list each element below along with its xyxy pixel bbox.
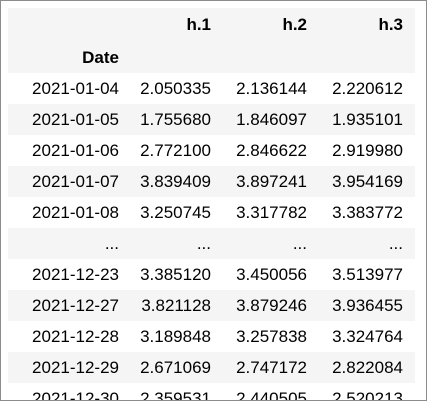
cell-h3: 3.954169: [332, 171, 403, 191]
cell-h3: 3.383772: [332, 202, 403, 222]
cell-h3: 1.935101: [332, 109, 403, 129]
row-index-ellipsis: ...: [104, 233, 119, 253]
cell-h1: 1.755680: [140, 109, 211, 129]
cell-h1: 2.050335: [140, 78, 211, 98]
row-index-date: 2021-01-07: [32, 171, 119, 191]
row-index-date: 2021-12-27: [32, 295, 119, 315]
cell-h2: 2.440505: [236, 388, 307, 401]
cell-h2: 3.897241: [236, 171, 307, 191]
ellipsis-row: ... ... ... ...: [8, 228, 415, 259]
cell-h3: 2.822084: [332, 357, 403, 377]
cell-h1: 2.359531: [140, 388, 211, 401]
row-index-date: 2021-01-08: [32, 202, 119, 222]
row-index-date: 2021-01-06: [32, 140, 119, 160]
table-row: 2021-12-30 2.359531 2.440505 2.520213: [8, 383, 415, 401]
cell-h3: 2.919980: [332, 140, 403, 160]
column-header-row: h.1 h.2 h.3: [8, 8, 415, 42]
cell-h3: 3.513977: [332, 264, 403, 284]
index-name-spacer: [127, 42, 223, 73]
cell-h2: 2.747172: [236, 357, 307, 377]
table-header: h.1 h.2 h.3 Date: [8, 8, 415, 73]
index-name-spacer: [223, 42, 319, 73]
index-name-row: Date: [8, 42, 415, 73]
cell-ellipsis: ...: [388, 233, 403, 253]
cell-h2: 2.136144: [236, 78, 307, 98]
row-index-date: 2021-01-04: [32, 78, 119, 98]
cell-ellipsis: ...: [196, 233, 211, 253]
cell-h3: 2.220612: [332, 78, 403, 98]
cell-h3: 2.520213: [332, 388, 403, 401]
index-name-spacer: [319, 42, 415, 73]
table-row: 2021-01-06 2.772100 2.846622 2.919980: [8, 135, 415, 166]
cell-h2: 1.846097: [236, 109, 307, 129]
table-row: 2021-01-04 2.050335 2.136144 2.220612: [8, 73, 415, 104]
cell-h3: 3.936455: [332, 295, 403, 315]
cell-h1: 3.250745: [140, 202, 211, 222]
cell-h2: 3.317782: [236, 202, 307, 222]
table-body: 2021-01-04 2.050335 2.136144 2.220612 20…: [8, 73, 415, 401]
table-row: 2021-12-23 3.385120 3.450056 3.513977: [8, 259, 415, 290]
cell-h1: 3.189848: [140, 326, 211, 346]
table-row: 2021-01-08 3.250745 3.317782 3.383772: [8, 197, 415, 228]
cell-h2: 3.257838: [236, 326, 307, 346]
column-header-h3: h.3: [378, 15, 403, 34]
table-row: 2021-12-27 3.821128 3.879246 3.936455: [8, 290, 415, 321]
corner-cell: [8, 8, 127, 42]
table-row: 2021-12-29 2.671069 2.747172 2.822084: [8, 352, 415, 383]
cell-h1: 2.671069: [140, 357, 211, 377]
column-header-h1: h.1: [186, 15, 211, 34]
row-index-date: 2021-12-23: [32, 264, 119, 284]
cell-h1: 3.385120: [140, 264, 211, 284]
cell-h1: 3.839409: [140, 171, 211, 191]
row-index-date: 2021-12-28: [32, 326, 119, 346]
table-row: 2021-01-07 3.839409 3.897241 3.954169: [8, 166, 415, 197]
cell-h2: 2.846622: [236, 140, 307, 160]
table-row: 2021-12-28 3.189848 3.257838 3.324764: [8, 321, 415, 352]
cell-h1: 3.821128: [141, 295, 211, 315]
cell-h2: 3.879246: [236, 295, 307, 315]
dataframe-table: h.1 h.2 h.3 Date 2021-01-04 2.050335 2.1…: [8, 8, 415, 401]
row-index-date: 2021-12-29: [32, 357, 119, 377]
cell-h3: 3.324764: [332, 326, 403, 346]
table-row: 2021-01-05 1.755680 1.846097 1.935101: [8, 104, 415, 135]
row-index-date: 2021-01-05: [32, 109, 119, 129]
column-header-h2: h.2: [282, 15, 307, 34]
row-index-date: 2021-12-30: [32, 388, 119, 401]
index-name: Date: [82, 47, 119, 67]
cell-ellipsis: ...: [292, 233, 307, 253]
cell-h1: 2.772100: [140, 140, 211, 160]
cell-h2: 3.450056: [236, 264, 307, 284]
